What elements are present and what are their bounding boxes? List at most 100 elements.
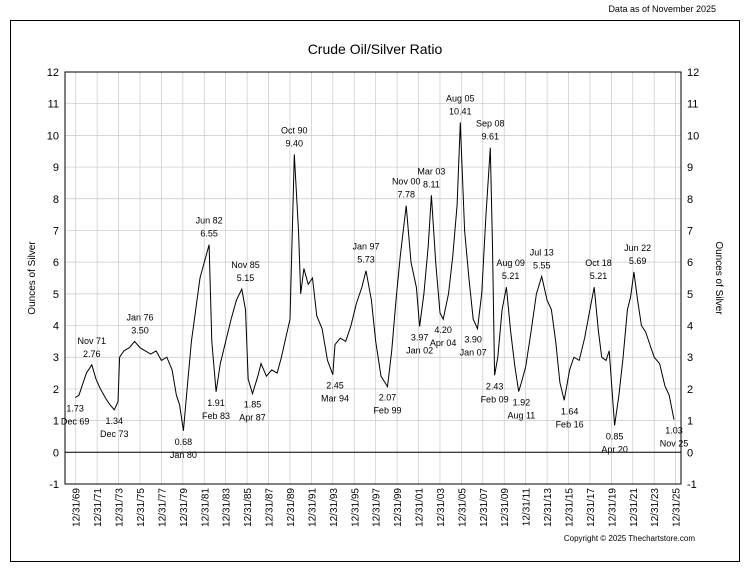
x-tick-label: 12/31/69 <box>72 488 83 527</box>
plot-border <box>64 71 682 485</box>
x-tick-label: 12/31/09 <box>500 488 511 527</box>
x-tick-label: 12/31/73 <box>115 488 126 527</box>
annotation-value: 5.15 <box>237 273 255 283</box>
x-tick-label: 12/31/01 <box>415 488 426 527</box>
y-tick-label-right: 5 <box>687 289 693 301</box>
x-tick-label: 12/31/97 <box>372 488 383 527</box>
annotation-date: Jan 97 <box>353 242 380 252</box>
y-axis-label-left: Ounces of Silver <box>27 241 38 315</box>
y-tick-label-left: 5 <box>53 289 59 301</box>
annotation-value: 1.34 <box>106 416 124 426</box>
y-tick-label-left: 12 <box>47 67 59 79</box>
annotation-value: 5.73 <box>357 255 375 265</box>
annotation-date: Mar 94 <box>321 394 349 404</box>
annotation-value: 9.40 <box>285 138 303 148</box>
y-tick-label-left: 8 <box>53 194 59 206</box>
annotation-date: Jul 13 <box>530 247 554 257</box>
y-tick-label-left: 3 <box>53 352 59 364</box>
y-tick-label-right: -1 <box>687 479 697 491</box>
chart-frame: Crude Oil/Silver Ratio -1 0 1 2 3 4 5 6 7 8 9 10 11 1… <box>10 20 740 562</box>
annotation-value: 10.41 <box>449 106 472 116</box>
annotation-date: Jan 02 <box>406 345 433 355</box>
y-tick-label-right: 7 <box>687 225 693 237</box>
annotation-value: 2.76 <box>83 349 101 359</box>
x-tick-label: 12/31/91 <box>307 488 318 527</box>
y-axis-label-right: Ounces of Silver <box>713 241 724 315</box>
annotation-value: 2.43 <box>486 381 504 391</box>
x-tick-label: 12/31/99 <box>393 488 404 527</box>
y-tick-label-left: 0 <box>53 447 59 459</box>
annotation-value: 1.73 <box>66 403 84 413</box>
x-tick-label: 12/31/21 <box>629 488 640 527</box>
y-tick-label-right: 9 <box>687 162 693 174</box>
annotation-date: Dec 69 <box>61 416 90 426</box>
annotation-date: Jun 22 <box>624 243 651 253</box>
annotation-value: 3.50 <box>131 325 149 335</box>
annotation-value: 0.85 <box>606 431 624 441</box>
data-date-note: Data as of November 2025 <box>608 4 716 14</box>
x-tick-label: 12/31/85 <box>243 488 254 527</box>
x-tick-label: 12/31/11 <box>522 488 533 527</box>
y-tick-label-right: 6 <box>687 257 693 269</box>
x-tick-label: 12/31/03 <box>436 488 447 527</box>
ratio-chart: Crude Oil/Silver Ratio -1012345678910111… <box>27 41 724 527</box>
annotation-value: 3.90 <box>464 335 482 345</box>
y-tick-label-left: 4 <box>53 321 59 333</box>
annotation-date: Aug 11 <box>507 410 535 420</box>
series-line-oil-silver-ratio <box>74 122 675 431</box>
annotation-date: Feb 83 <box>202 411 230 421</box>
annotation-value: 7.78 <box>397 190 415 200</box>
annotation-date: Nov 00 <box>392 177 421 187</box>
y-tick-label-left: 1 <box>53 416 59 428</box>
x-tick-label: 12/31/87 <box>265 488 276 527</box>
y-tick-label-right: 3 <box>687 352 693 364</box>
x-tick-label: 12/31/79 <box>179 488 190 527</box>
x-tick-label: 12/31/93 <box>329 488 340 527</box>
annotation-value: 1.91 <box>207 398 225 408</box>
y-tick-label-right: 1 <box>687 416 693 428</box>
annotation-date: Feb 99 <box>373 406 401 416</box>
annotation-value: 1.03 <box>665 426 683 436</box>
annotation-value: 6.55 <box>200 229 218 239</box>
y-tick-label-right: 2 <box>687 384 693 396</box>
annotation-value: 4.20 <box>434 325 452 335</box>
x-tick-label: 12/31/05 <box>457 488 468 527</box>
annotation-date: Sep 08 <box>476 119 505 129</box>
x-tick-label: 12/31/77 <box>157 488 168 527</box>
copyright-note: Copyright © 2025 Thechartstore.com <box>563 534 695 543</box>
x-tick-label: 12/31/23 <box>650 488 661 527</box>
annotation-date: Dec 73 <box>100 429 129 439</box>
y-tick-label-right: 0 <box>687 447 693 459</box>
annotation-value: 2.45 <box>326 381 344 391</box>
annotation-date: Aug 05 <box>446 93 475 103</box>
annotation-date: Jan 76 <box>126 312 153 322</box>
annotation-value: 2.07 <box>379 393 397 403</box>
y-tick-label-right: 12 <box>687 67 699 79</box>
x-tick-label: 12/31/71 <box>93 488 104 527</box>
y-tick-label-right: 4 <box>687 321 693 333</box>
annotation-value: 5.21 <box>590 271 608 281</box>
x-tick-label: 12/31/89 <box>286 488 297 527</box>
annotation-date: Oct 18 <box>585 258 612 268</box>
chart-title: Crude Oil/Silver Ratio <box>308 41 443 57</box>
annotation-value: 5.69 <box>629 256 647 266</box>
annotation-value: 1.85 <box>244 400 262 410</box>
y-tick-label-left: -1 <box>49 479 59 491</box>
x-tick-label: 12/31/81 <box>200 488 211 527</box>
annotation-value: 0.68 <box>175 437 193 447</box>
annotation-date: Mar 03 <box>417 166 445 176</box>
annotation-value: 9.61 <box>482 132 500 142</box>
annotation-date: Aug 09 <box>496 258 525 268</box>
y-tick-label-right: 8 <box>687 194 693 206</box>
y-tick-label-right: 11 <box>687 99 698 111</box>
annotation-date: Jan 80 <box>170 450 197 460</box>
y-tick-label-left: 10 <box>47 130 59 142</box>
annotation-date: Jan 07 <box>460 348 487 358</box>
x-tick-label: 12/31/19 <box>607 488 618 527</box>
x-tick-label: 12/31/15 <box>565 488 576 527</box>
peak-trough-annotations: 1.73 Dec 69 Nov 71 2.76 1.34 Dec 73 Jan 76 3.50… <box>61 93 688 459</box>
y-tick-label-left: 6 <box>53 257 59 269</box>
annotation-value: 5.55 <box>533 260 551 270</box>
